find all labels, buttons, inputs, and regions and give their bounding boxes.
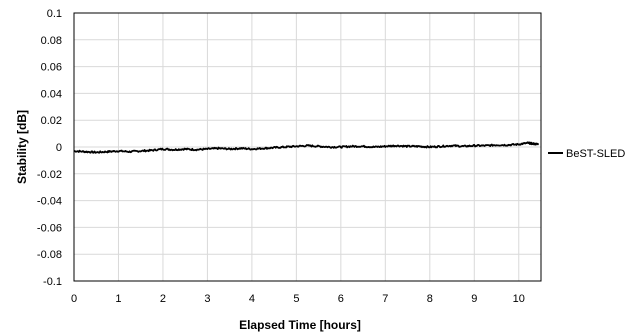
legend: BeST-SLED (548, 148, 625, 160)
y-tick-label: 0.02 (41, 115, 62, 127)
y-tick-label: 0 (56, 142, 62, 154)
x-tick-label: 6 (338, 293, 344, 305)
plot-area-border (73, 12, 542, 282)
grid-lines (73, 12, 541, 282)
y-tick-label: -0.06 (37, 222, 62, 234)
x-tick-label: 5 (293, 293, 299, 305)
x-tick-label: 9 (471, 293, 477, 305)
x-tick-label: 2 (160, 293, 166, 305)
x-axis-title: Elapsed Time [hours] (239, 318, 361, 332)
series-layer (73, 141, 540, 154)
axes (73, 12, 542, 282)
x-tick-label: 10 (513, 293, 525, 305)
y-tick-label: 0.06 (41, 62, 62, 74)
x-tick-label: 1 (115, 293, 121, 305)
x-tick-label: 3 (204, 293, 210, 305)
y-tick-label: -0.1 (43, 276, 62, 288)
series-line-best-sled (73, 141, 540, 154)
y-tick-label: 0.08 (41, 35, 62, 47)
x-tick-label: 4 (249, 293, 255, 305)
x-tick-label: 7 (382, 293, 388, 305)
y-tick-label: 0.1 (47, 8, 62, 20)
y-tick-label: -0.04 (37, 196, 62, 208)
tick-labels: 0.1 0.08 0.06 0.04 0.02 0 -0.02 -0.04 -0.06 -0.08… (37, 8, 525, 305)
x-tick-label: 8 (427, 293, 433, 305)
legend-label-best-sled: BeST-SLED (566, 148, 625, 160)
y-tick-label: -0.02 (37, 169, 62, 181)
x-tick-label: 0 (71, 293, 77, 305)
y-tick-label: -0.08 (37, 249, 62, 261)
y-tick-label: 0.04 (41, 88, 62, 100)
y-axis-title: Stability [dB] (15, 110, 29, 184)
